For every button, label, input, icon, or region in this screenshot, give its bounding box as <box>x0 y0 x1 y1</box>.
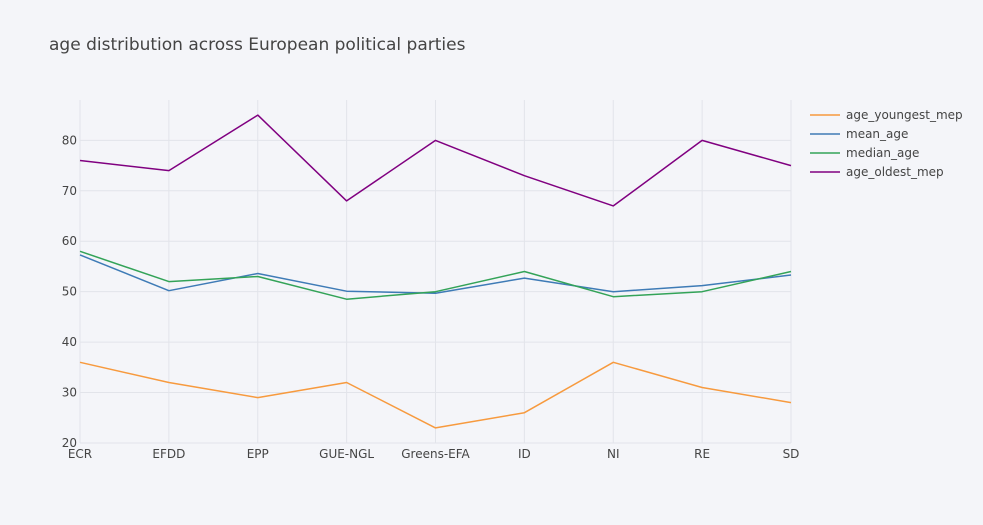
legend-label: age_oldest_mep <box>846 165 944 179</box>
legend-item-age_youngest_mep[interactable]: age_youngest_mep <box>810 108 963 122</box>
legend-item-mean_age[interactable]: mean_age <box>810 127 908 141</box>
series-line-age_oldest_mep <box>79 114 792 207</box>
legend-label: median_age <box>846 146 919 160</box>
y-tick-label: 30 <box>62 386 77 400</box>
y-tick-label: 40 <box>62 335 77 349</box>
x-tick-label: EFDD <box>152 447 185 461</box>
x-tick-label: ID <box>518 447 531 461</box>
series-line-median_age <box>79 250 792 300</box>
legend[interactable]: age_youngest_mep mean_age median_age age_ol… <box>810 108 963 179</box>
series-line-mean_age <box>79 254 792 294</box>
x-tick-label: SD <box>783 447 800 461</box>
legend-label: mean_age <box>846 127 908 141</box>
axis-ticks: ECR EFDD EPP GUE-NGL Greens-EFA ID NI RE SD 20 30 4… <box>62 133 800 461</box>
legend-item-median_age[interactable]: median_age <box>810 146 919 160</box>
y-tick-label: 80 <box>62 133 77 147</box>
y-tick-label: 50 <box>62 285 77 299</box>
x-tick-label: GUE-NGL <box>319 447 374 461</box>
chart-title: age distribution across European politic… <box>49 35 466 55</box>
x-tick-label: Greens-EFA <box>401 447 470 461</box>
x-tick-label: EPP <box>247 447 269 461</box>
y-tick-label: 20 <box>62 436 77 450</box>
y-tick-label: 70 <box>62 184 77 198</box>
legend-label: age_youngest_mep <box>846 108 963 122</box>
x-tick-label: NI <box>607 447 620 461</box>
y-tick-label: 60 <box>62 234 77 248</box>
grid <box>79 100 792 444</box>
series-lines <box>79 114 792 429</box>
legend-item-age_oldest_mep[interactable]: age_oldest_mep <box>810 165 944 179</box>
x-tick-label: RE <box>694 447 710 461</box>
x-tick-label: ECR <box>68 447 92 461</box>
series-line-age_youngest_mep <box>79 361 792 429</box>
